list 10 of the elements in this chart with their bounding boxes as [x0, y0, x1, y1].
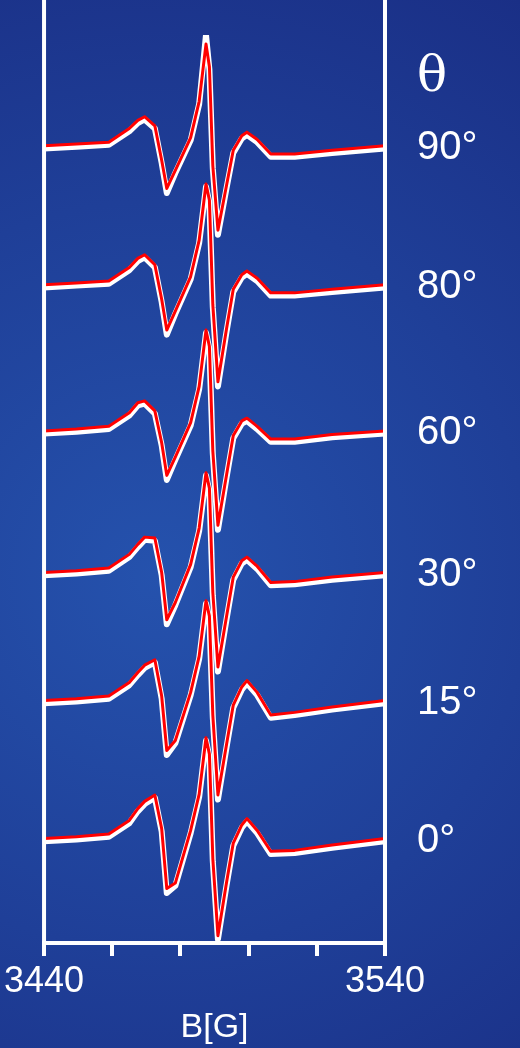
series-label: 80°	[417, 261, 478, 306]
x-axis-title: B[G]	[180, 1005, 249, 1044]
series-label: 15°	[417, 677, 478, 722]
x-tick-label: 3540	[344, 958, 426, 1000]
series-label: 60°	[417, 407, 478, 452]
series-label: 0°	[417, 815, 456, 860]
x-tick-label: 3440	[4, 958, 85, 1000]
series-label: 30°	[417, 549, 478, 594]
legend-title: θ	[417, 44, 448, 103]
series-label: 90°	[417, 122, 478, 167]
